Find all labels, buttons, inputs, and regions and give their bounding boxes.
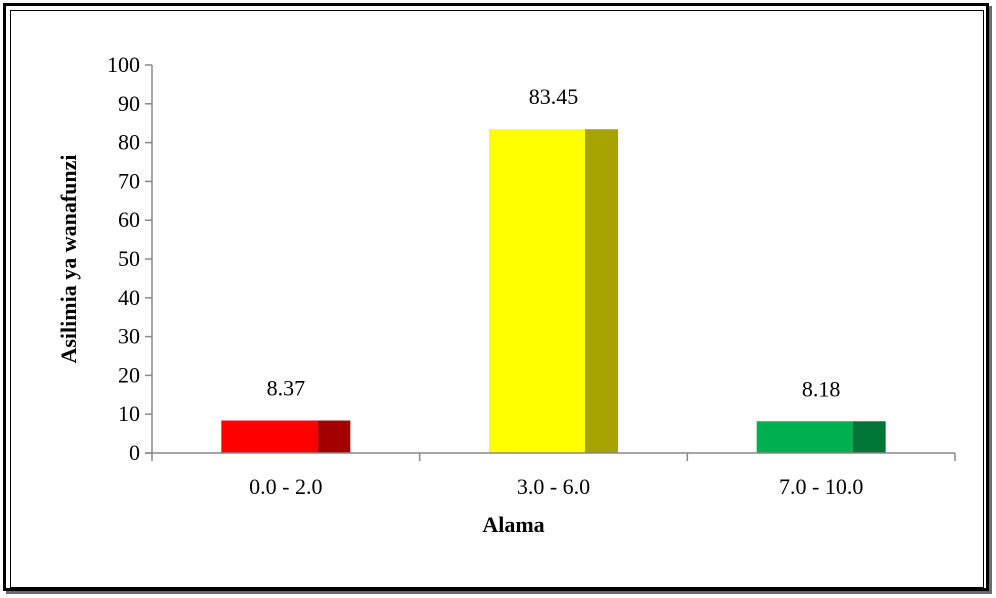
x-tick-label: 7.0 - 10.0 xyxy=(779,474,863,499)
y-tick-label: 80 xyxy=(118,130,140,155)
y-tick-label: 0 xyxy=(129,440,140,465)
y-tick-label: 10 xyxy=(118,401,140,426)
chart-inner-frame xyxy=(10,10,984,588)
y-tick-label: 30 xyxy=(118,324,140,349)
y-tick-label: 20 xyxy=(118,362,140,387)
x-tick-label: 0.0 - 2.0 xyxy=(249,474,322,499)
y-tick-label: 100 xyxy=(107,52,140,77)
y-tick-label: 60 xyxy=(118,207,140,232)
bar-data-label: 8.18 xyxy=(802,376,841,401)
y-tick-label: 50 xyxy=(118,246,140,271)
x-axis-title: Alama xyxy=(482,512,544,537)
bar-front xyxy=(221,420,318,453)
y-tick-label: 90 xyxy=(118,91,140,116)
y-axis-ticks: 0 10 20 30 40 50 60 70 80 90 100 xyxy=(107,52,152,465)
y-tick-label: 40 xyxy=(118,285,140,310)
bar-front xyxy=(756,421,853,453)
y-axis-title: Asilimia ya wanafunzi xyxy=(56,154,81,363)
bar-side xyxy=(585,129,618,454)
x-axis-ticks: 0.0 - 2.0 3.0 - 6.0 7.0 - 10.0 xyxy=(151,453,956,499)
bar-side xyxy=(852,421,886,453)
bar-side xyxy=(317,420,351,453)
bars xyxy=(221,129,886,454)
data-labels: 8.37 83.45 8.18 xyxy=(267,84,841,401)
bar-data-label: 8.37 xyxy=(267,376,306,401)
bar-front xyxy=(489,129,585,454)
chart-outer-frame xyxy=(3,3,989,591)
bar-data-label: 83.45 xyxy=(529,84,579,109)
y-tick-label: 70 xyxy=(118,168,140,193)
x-tick-label: 3.0 - 6.0 xyxy=(517,474,590,499)
